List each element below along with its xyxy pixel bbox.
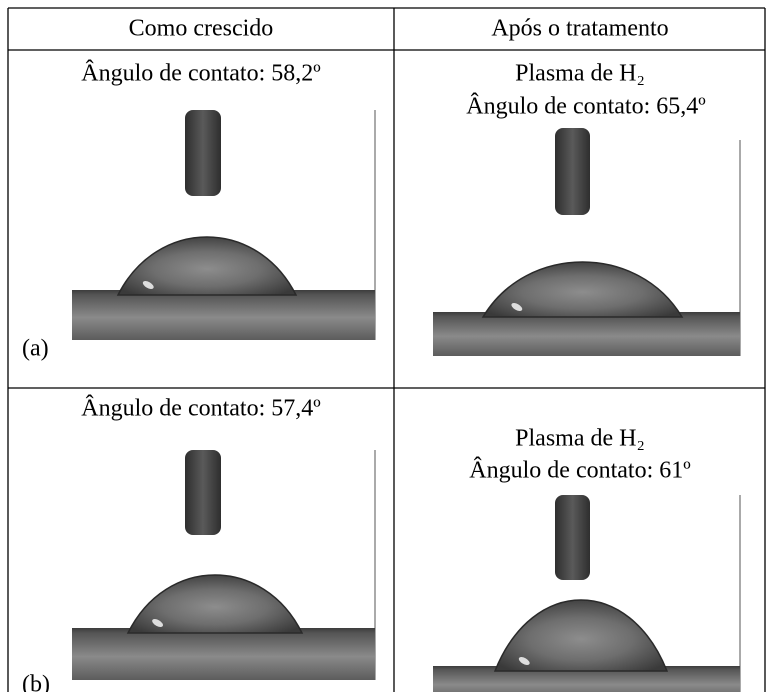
reflection (152, 619, 163, 627)
droplet-photo (433, 495, 741, 692)
needle (185, 110, 221, 196)
droplet (481, 261, 684, 318)
table-borders (7, 7, 766, 692)
panel-label: (b) (22, 672, 50, 692)
droplet (493, 599, 669, 672)
contact-angle: Ângulo de contato: 57,4º (81, 396, 321, 422)
needle (185, 450, 221, 535)
column-header: Como crescido (129, 16, 274, 42)
treatment: Plasma de H₂ (515, 61, 645, 87)
substrate (433, 312, 740, 356)
treatment: Plasma de H₂ (515, 426, 645, 452)
droplet (116, 236, 298, 296)
contact-angle: Ângulo de contato: 65,4º (466, 94, 706, 120)
panel-label: (a) (22, 336, 49, 362)
needle (555, 128, 590, 215)
droplet-photo (72, 450, 376, 680)
contact-angle: Ângulo de contato: 61º (469, 458, 691, 484)
reflection (511, 303, 523, 311)
droplet (126, 574, 304, 634)
droplet-photo (433, 128, 741, 356)
column-header: Após o tratamento (491, 16, 668, 42)
substrate (72, 290, 375, 340)
droplet-photo (72, 110, 376, 340)
contact-angle: Ângulo de contato: 58,2º (81, 61, 321, 87)
reflection (142, 281, 154, 289)
reflection (518, 657, 530, 665)
needle (555, 495, 590, 580)
substrate (72, 628, 375, 680)
